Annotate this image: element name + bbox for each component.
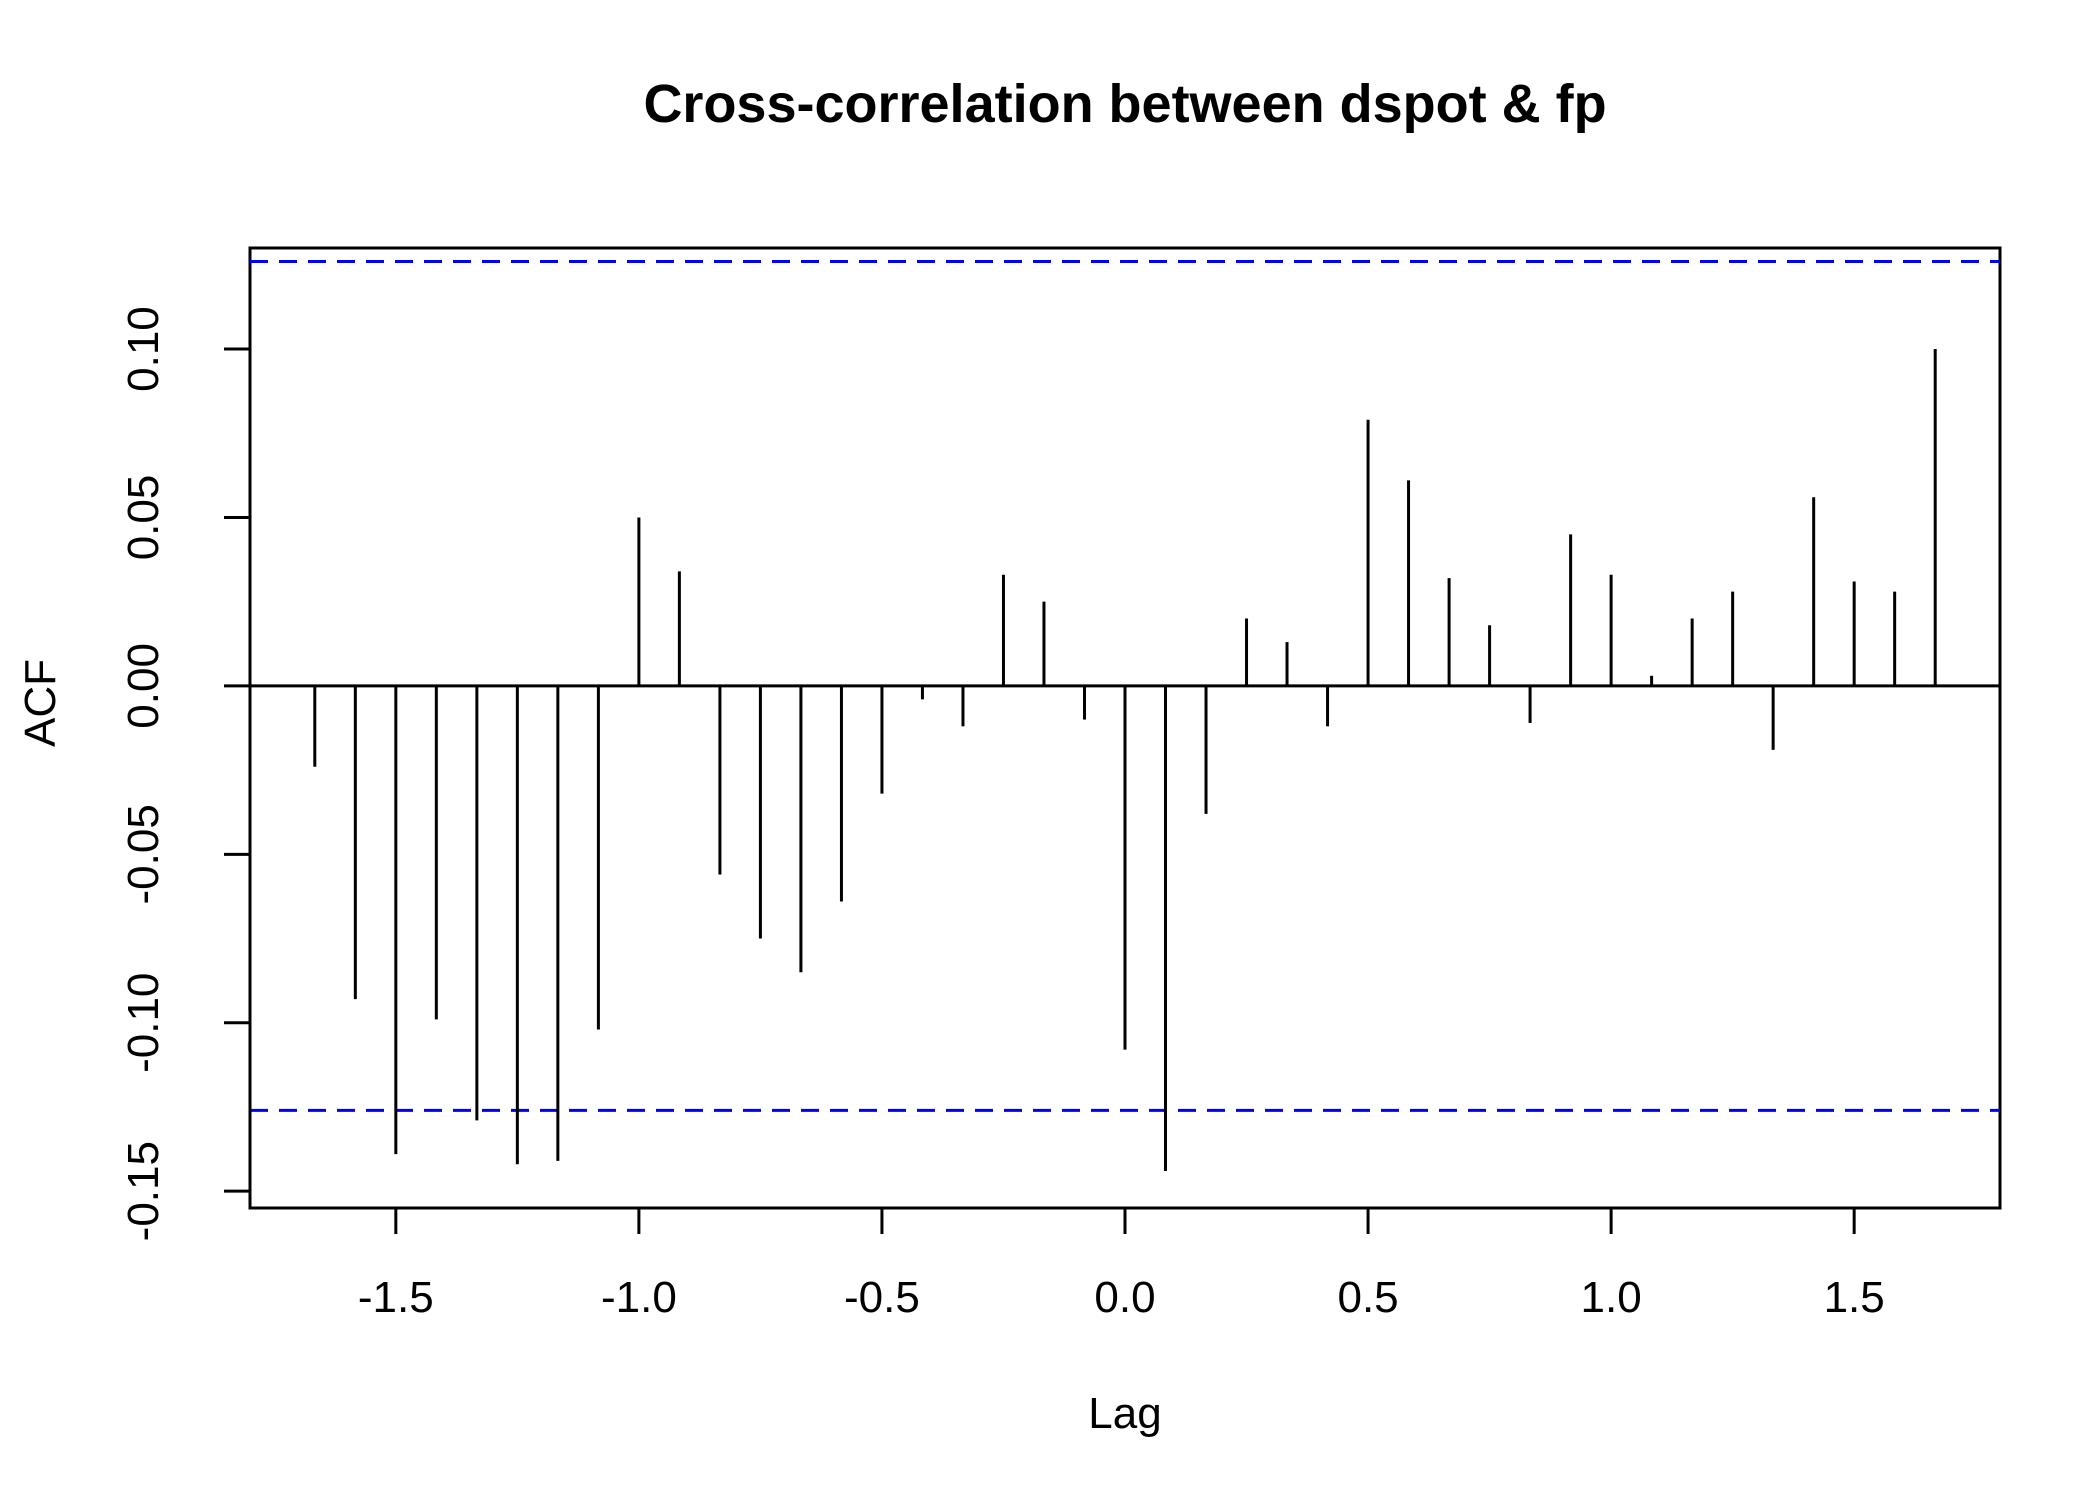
x-tick-label: -1.0 (601, 1273, 677, 1322)
y-tick-label: -0.10 (119, 973, 168, 1073)
x-tick-label: 0.5 (1337, 1273, 1398, 1322)
x-tick-label: -0.5 (844, 1273, 920, 1322)
x-tick-label: 1.5 (1824, 1273, 1885, 1322)
plot-area: -1.5 -1.0 -0.5 0.0 0.5 1.0 1.5 -0.15 -0.10 -0.05 0… (119, 246, 2002, 1322)
y-tick-label: -0.05 (119, 804, 168, 904)
x-axis-label: Lag (1088, 1389, 1161, 1438)
chart-title: Cross-correlation between dspot & fp (643, 74, 1606, 134)
y-tick-label: 0.05 (119, 475, 168, 561)
x-tick-label: 1.0 (1581, 1273, 1642, 1322)
y-axis-label: ACF (16, 659, 65, 747)
y-tick-label: 0.00 (119, 643, 168, 729)
y-tick-label: 0.10 (119, 306, 168, 392)
y-tick-label: -0.15 (119, 1141, 168, 1241)
x-tick-label: -1.5 (358, 1273, 434, 1322)
x-tick-label: 0.0 (1094, 1273, 1155, 1322)
